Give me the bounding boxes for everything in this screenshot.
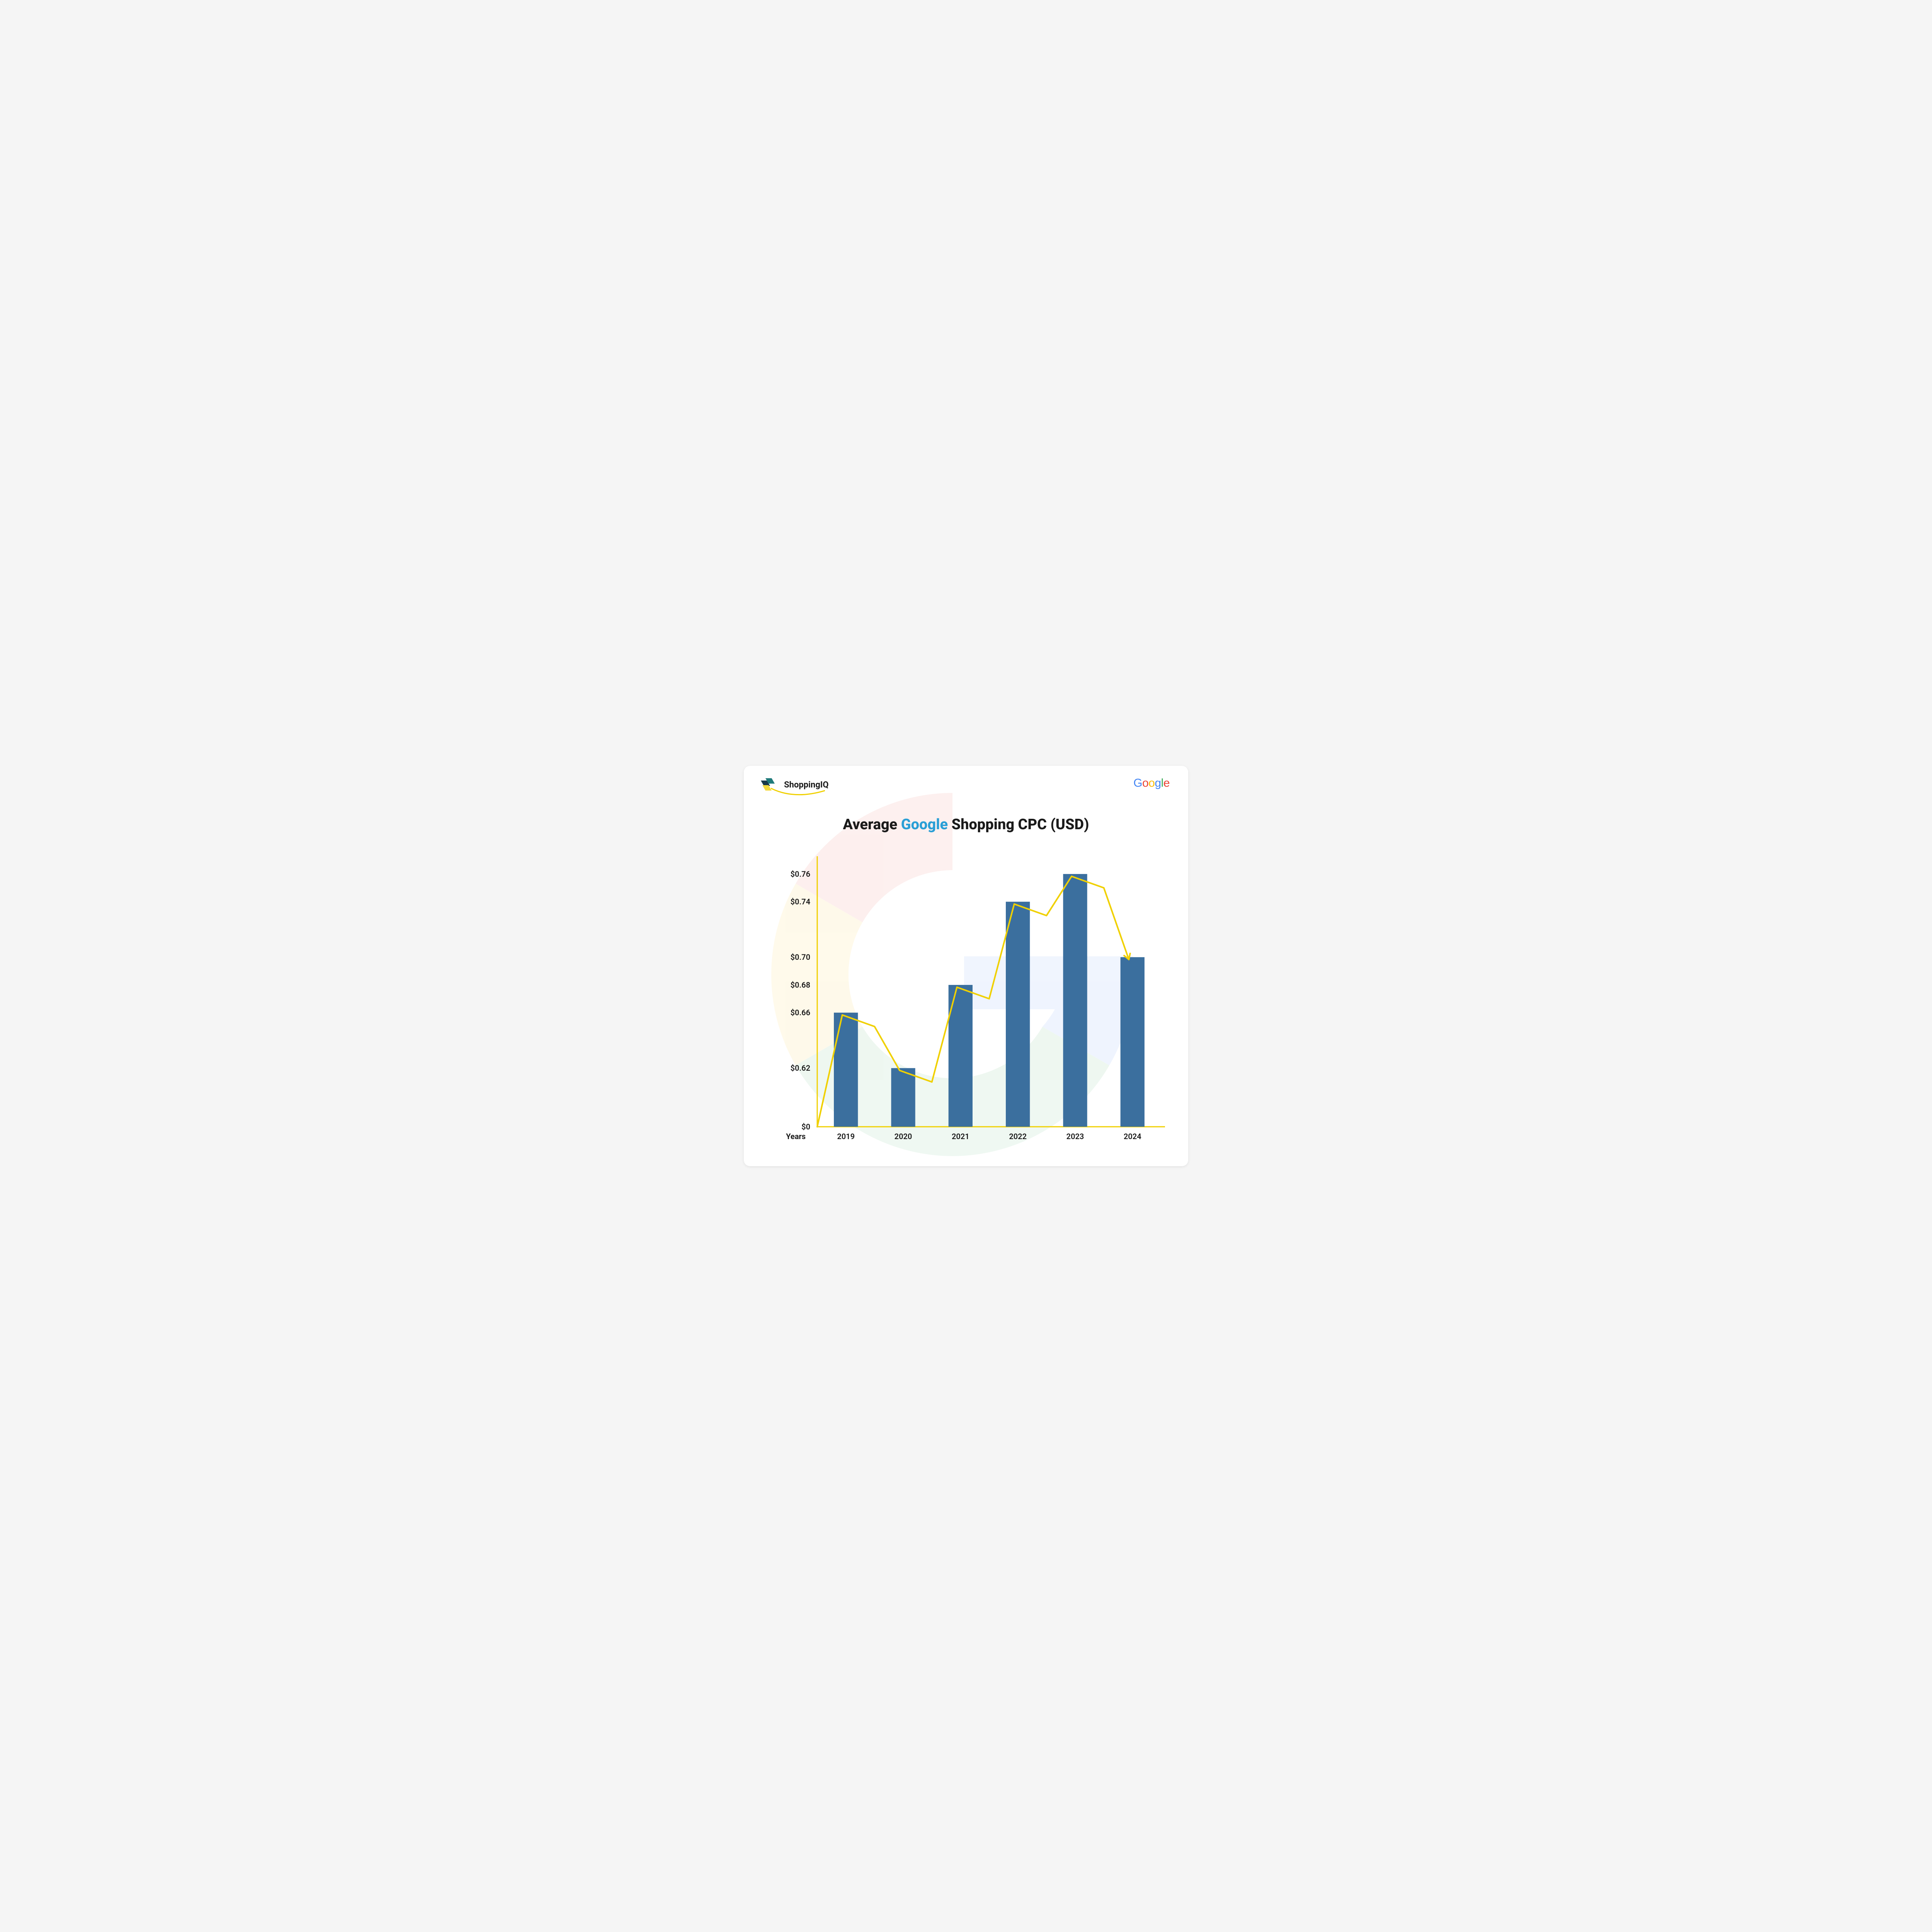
brand-swoosh-icon — [771, 787, 825, 798]
x-tick-label: 2021 — [952, 1132, 969, 1141]
chart-svg: $0 $0.62 $0.66 $0.68 $0.70 $0.74 $0.76 2019 2020… — [763, 849, 1169, 1150]
chart-title: Average Google Shopping CPC (USD) — [744, 816, 1188, 833]
chart: $0 $0.62 $0.66 $0.68 $0.70 $0.74 $0.76 2019 2020… — [763, 849, 1169, 1150]
title-accent: Google — [901, 816, 948, 833]
x-tick-label: 2019 — [837, 1132, 855, 1141]
x-tick-label: 2020 — [895, 1132, 912, 1141]
y-tick-label: $0.74 — [791, 897, 810, 906]
title-post: Shopping CPC (USD) — [948, 816, 1089, 833]
header: ShoppingIQ Google — [744, 766, 1188, 793]
bar — [1063, 874, 1087, 1127]
x-tick-label: 2024 — [1124, 1132, 1141, 1141]
bar — [834, 1013, 858, 1127]
x-tick-label: 2022 — [1009, 1132, 1027, 1141]
brand: ShoppingIQ — [759, 777, 828, 793]
y-tick-label: $0.66 — [791, 1008, 810, 1017]
x-axis-label: Years — [786, 1132, 806, 1141]
bar — [1121, 957, 1145, 1127]
y-tick-label: $0.68 — [791, 980, 810, 990]
y-tick-label: $0.76 — [791, 869, 810, 879]
y-tick-label: $0 — [801, 1122, 810, 1131]
google-logo: Google — [1133, 777, 1170, 790]
chart-card: ShoppingIQ Google Average Google Shoppin… — [744, 766, 1188, 1166]
bar — [891, 1068, 915, 1127]
y-tick-label: $0.62 — [791, 1063, 810, 1073]
x-tick-label: 2023 — [1066, 1132, 1084, 1141]
y-tick-label: $0.70 — [791, 952, 810, 962]
title-pre: Average — [843, 816, 901, 833]
bar — [1006, 902, 1030, 1127]
